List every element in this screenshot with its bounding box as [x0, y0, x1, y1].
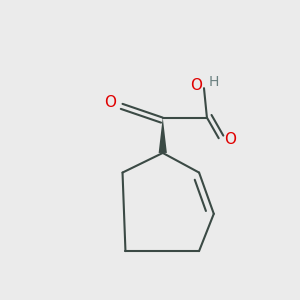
Polygon shape: [159, 118, 167, 153]
Text: O: O: [104, 95, 116, 110]
Text: O: O: [224, 132, 236, 147]
Text: H: H: [208, 75, 219, 89]
Text: O: O: [190, 78, 202, 93]
